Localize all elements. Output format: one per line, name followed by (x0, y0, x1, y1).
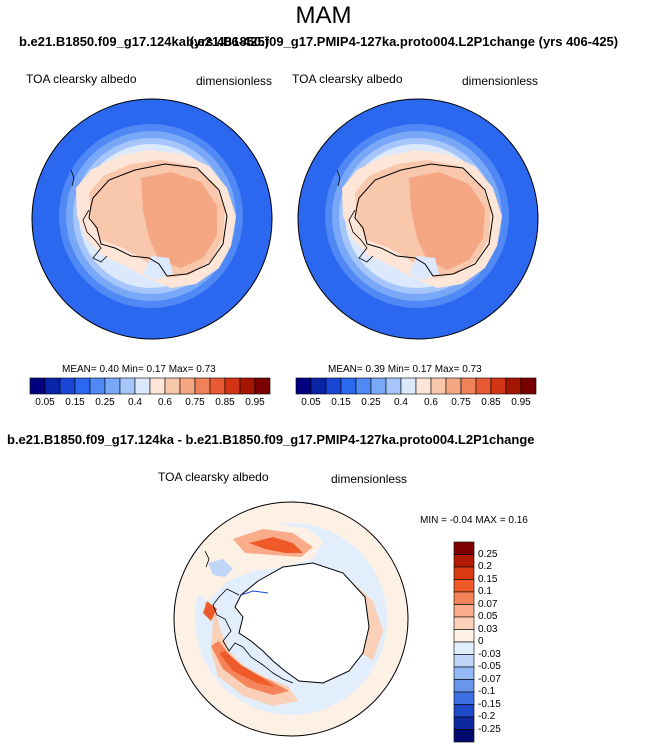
colorbar-tick-label: 0.25 (95, 397, 115, 408)
colorbar-tick-label: 0.6 (424, 397, 438, 408)
colorbar-tick-label: 0.4 (128, 397, 142, 408)
colorbar-tick-label: 0.95 (511, 397, 531, 408)
colorbar-swatch (453, 629, 475, 643)
colorbar-swatch (460, 377, 477, 395)
colorbar-swatch (445, 377, 462, 395)
colorbar-tick-label: 0.4 (394, 397, 408, 408)
colorbar-tick-label: 0.15 (65, 397, 85, 408)
colorbar-swatch (453, 641, 475, 655)
panel1-units-label: dimensionless (196, 74, 273, 88)
colorbar-tick-label: -0.1 (478, 686, 496, 697)
colorbar-tick-label: -0.03 (478, 648, 501, 660)
panel1-stats: MEAN= 0.40 Min= 0.17 Max= 0.73 (62, 364, 216, 375)
colorbar-swatch (453, 716, 475, 730)
colorbar-tick-label: 0.75 (185, 397, 205, 408)
colorbar-swatch (104, 377, 121, 395)
colorbar-swatch (453, 554, 475, 568)
colorbar-swatch (355, 377, 372, 395)
colorbar-swatch (74, 377, 91, 395)
panel2-polar-map (297, 98, 539, 340)
colorbar-swatch (44, 377, 61, 395)
colorbar-swatch (134, 377, 151, 395)
colorbar-swatch (179, 377, 196, 395)
top-title-left: b.e21.B1850.f09_g17.124ka (yrs 406-425) (19, 34, 270, 49)
panel1-polar-map (31, 98, 273, 340)
colorbar-tick-label: -0.25 (478, 723, 501, 735)
colorbar-tick-label: 0.05 (301, 397, 321, 408)
colorbar-swatch (475, 377, 492, 395)
colorbar-swatch (224, 377, 241, 395)
diff-units-label: dimensionless (331, 472, 408, 486)
colorbar-tick-label: -0.2 (478, 711, 496, 722)
colorbar-swatch (239, 377, 256, 395)
panel2-colorbar (295, 377, 537, 395)
colorbar-swatch (325, 377, 342, 395)
colorbar-swatch (295, 377, 312, 395)
colorbar-swatch (453, 654, 475, 668)
colorbar-swatch (490, 377, 507, 395)
colorbar-tick-label: 0.05 (35, 397, 55, 408)
colorbar-tick-label: -0.05 (478, 661, 501, 672)
colorbar-tick-label: 0.85 (481, 397, 501, 408)
colorbar-tick-label: 0.15 (331, 397, 351, 408)
colorbar-swatch (453, 541, 475, 555)
season-title: MAM (295, 2, 352, 29)
colorbar-swatch (505, 377, 522, 395)
colorbar-swatch (453, 604, 475, 618)
colorbar-swatch (164, 377, 181, 395)
colorbar-swatch (453, 679, 475, 693)
colorbar-tick-label: 0 (478, 636, 484, 647)
colorbar-swatch (119, 377, 136, 395)
diff-variable-label: TOA clearsky albedo (158, 470, 269, 484)
colorbar-swatch (453, 591, 475, 605)
colorbar-swatch (59, 377, 76, 395)
colorbar-tick-label: 0.25 (478, 548, 498, 560)
panel1-colorbar (29, 377, 271, 395)
colorbar-tick-label: 0.1 (478, 586, 492, 597)
colorbar-swatch (89, 377, 106, 395)
panel1-variable-label: TOA clearsky albedo (26, 72, 137, 86)
colorbar-swatch (453, 616, 475, 630)
colorbar-swatch (400, 377, 417, 395)
colorbar-swatch (149, 377, 166, 395)
colorbar-swatch (194, 377, 211, 395)
colorbar-swatch (385, 377, 402, 395)
panel2-variable-label: TOA clearsky albedo (292, 72, 403, 86)
colorbar-swatch (453, 566, 475, 580)
diff-colorbar (453, 541, 475, 743)
colorbar-swatch (453, 666, 475, 680)
colorbar-swatch (370, 377, 387, 395)
colorbar-swatch (453, 691, 475, 705)
panel2-stats: MEAN= 0.39 Min= 0.17 Max= 0.73 (328, 364, 482, 375)
colorbar-swatch (310, 377, 327, 395)
panel2-units-label: dimensionless (462, 74, 539, 88)
diff-polar-map (173, 501, 409, 737)
colorbar-tick-label: 0.6 (158, 397, 172, 408)
colorbar-swatch (209, 377, 226, 395)
colorbar-tick-label: -0.07 (478, 673, 501, 685)
colorbar-tick-label: 0.75 (451, 397, 471, 408)
colorbar-tick-label: 0.07 (478, 598, 498, 610)
diff-title: b.e21.B1850.f09_g17.124ka - b.e21.B1850.… (7, 432, 535, 447)
colorbar-swatch (340, 377, 357, 395)
colorbar-swatch (453, 579, 475, 593)
diff-stats: MIN = -0.04 MAX = 0.16 (420, 515, 528, 526)
colorbar-swatch (254, 377, 271, 395)
colorbar-swatch (415, 377, 432, 395)
colorbar-tick-label: 0.85 (215, 397, 235, 408)
colorbar-tick-label: 0.05 (478, 611, 498, 622)
colorbar-swatch (29, 377, 46, 395)
colorbar-swatch (520, 377, 537, 395)
colorbar-swatch (453, 704, 475, 718)
top-title-right: b.e21.B1850.f09_g17.PMIP4-127ka.proto004… (186, 34, 619, 49)
colorbar-tick-label: 0.2 (478, 561, 492, 572)
colorbar-tick-label: 0.03 (478, 623, 498, 635)
colorbar-tick-label: 0.25 (361, 397, 381, 408)
colorbar-swatch (430, 377, 447, 395)
colorbar-tick-label: 0.15 (478, 573, 498, 585)
colorbar-tick-label: -0.15 (478, 698, 501, 710)
colorbar-swatch (453, 729, 475, 743)
colorbar-tick-label: 0.95 (245, 397, 265, 408)
